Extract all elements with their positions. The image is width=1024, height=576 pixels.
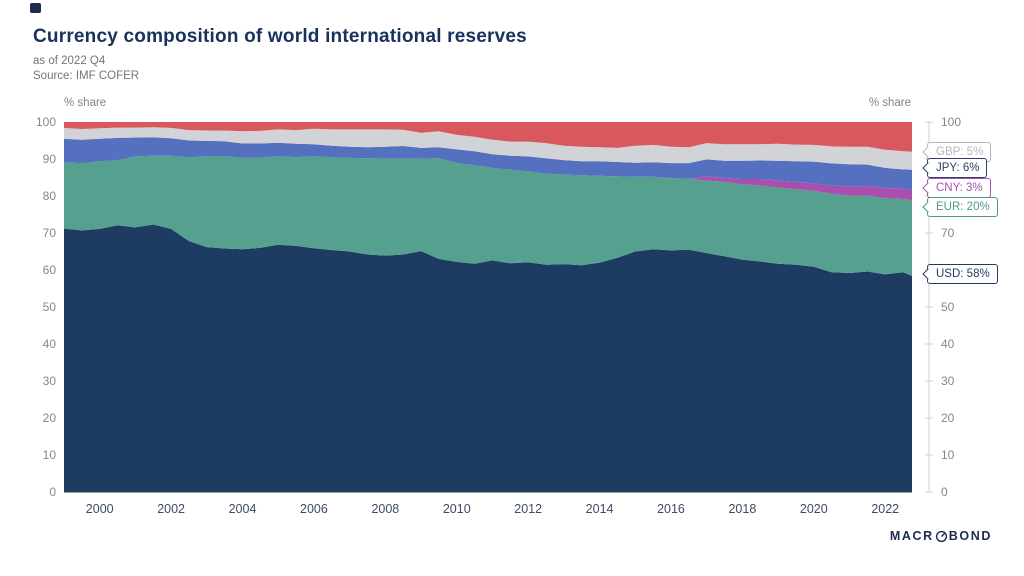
y-axis-tick-label-left: 100 [36,115,56,129]
y-axis-tick-label-left: 90 [43,152,57,166]
callout-cny: CNY: 3% [921,177,991,199]
chart-title: Currency composition of world internatio… [33,26,527,47]
area-gbp [64,127,912,170]
area-eur [64,155,912,276]
callout-usd: USD: 58% [921,263,998,285]
y-axis-tick-label-left: 60 [43,263,57,277]
y-axis-tick-label-right: 100 [941,115,961,129]
macrobond-logo: MACR BOND [890,529,992,543]
area-usd [64,224,912,492]
y-axis-tick-label-left: 40 [43,337,57,351]
y-axis-tick-label-left: 30 [43,374,57,388]
y-axis-tick-label-left: 80 [43,189,57,203]
x-axis-tick-label: 2012 [514,502,542,516]
y-axis-tick-label-right: 0 [941,485,948,499]
y-axis-tick-label-left: 70 [43,226,57,240]
x-axis-tick-label: 2002 [157,502,185,516]
x-axis-tick-label: 2020 [800,502,828,516]
macrobond-o-icon [935,530,948,543]
y-axis-tick-label-left: 50 [43,300,57,314]
x-axis-tick-label: 2008 [371,502,399,516]
y-axis-tick-label-right: 50 [941,300,955,314]
x-axis-tick-label: 2000 [86,502,114,516]
x-axis-tick-label: 2006 [300,502,328,516]
callout-label: JPY: 6% [936,161,980,174]
callout-gbp: GBP: 5% [921,141,992,162]
chart-as-of: as of 2022 Q4 [33,55,106,67]
x-axis-tick-label: 2010 [443,502,471,516]
x-axis-tick-label: 2004 [229,502,257,516]
y-axis-caption-left: % share [64,97,107,109]
y-axis-caption-right: % share [868,97,911,109]
area-jpy [64,137,912,191]
callout-eur: EUR: 20% [921,197,998,218]
callout-label: CNY: 3% [936,181,983,194]
y-axis-tick-label-right: 70 [941,226,955,240]
y-axis-tick-label-left: 0 [49,485,56,499]
callout-jpy: JPY: 6% [921,157,988,179]
x-axis-tick-label: 2014 [586,502,614,516]
macrobond-logo-right: BOND [948,529,992,543]
y-axis-tick-label-right: 30 [941,374,955,388]
y-axis-tick-label-right: 20 [941,411,955,425]
corner-mark [30,3,41,13]
y-axis-tick-label-left: 20 [43,411,57,425]
x-axis-tick-label: 2022 [871,502,899,516]
y-axis-tick-label-left: 10 [43,448,57,462]
x-axis-tick-label: 2018 [728,502,756,516]
callout-label: USD: 58% [936,267,990,280]
x-axis-tick-label: 2016 [657,502,685,516]
callout-label: GBP: 5% [936,145,984,158]
chart-source: Source: IMF COFER [33,70,140,82]
y-axis-tick-label-right: 10 [941,448,955,462]
area-other [64,122,912,152]
macrobond-logo-left: MACR [889,529,934,543]
y-axis-tick-label-right: 40 [941,337,955,351]
callout-label: EUR: 20% [936,201,990,214]
